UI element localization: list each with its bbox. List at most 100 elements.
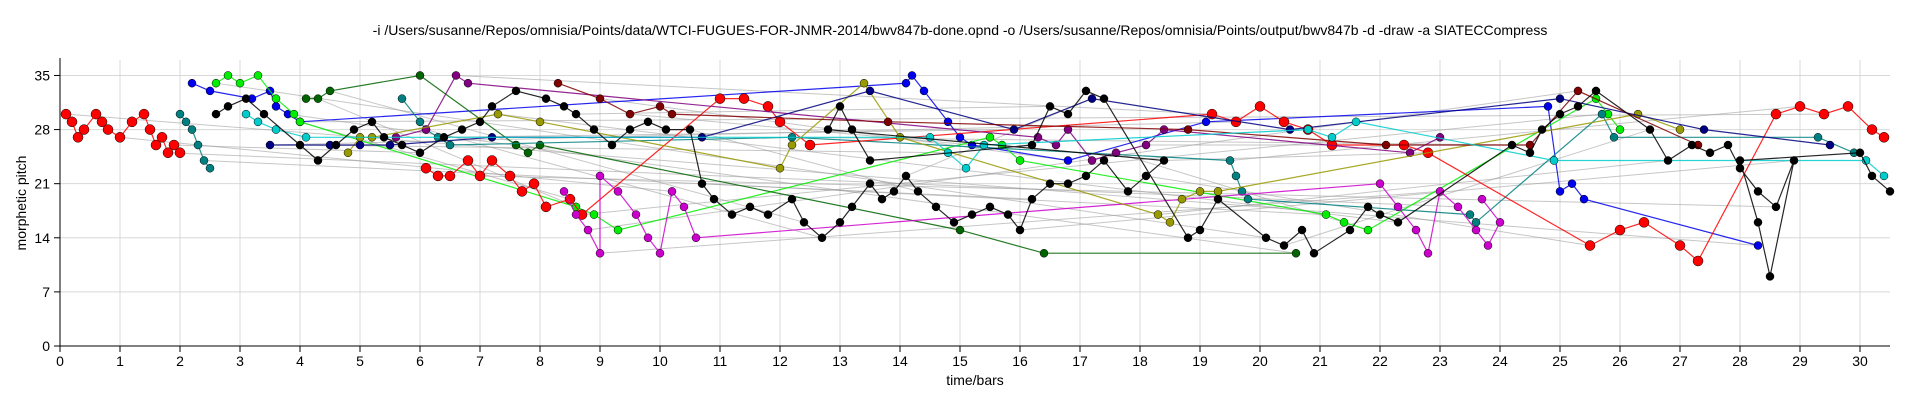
data-point <box>901 78 911 88</box>
data-point <box>1375 179 1385 188</box>
x-tick-label: 21 <box>1312 353 1328 369</box>
data-point <box>511 140 521 150</box>
data-point <box>271 102 281 111</box>
data-point <box>1878 132 1890 143</box>
data-point <box>1614 224 1626 236</box>
data-point <box>1153 210 1163 219</box>
x-tick-label: 2 <box>176 353 184 369</box>
data-point <box>474 170 486 182</box>
data-point <box>1291 248 1301 258</box>
data-point <box>1765 272 1775 281</box>
connector-line <box>1019 159 1795 231</box>
data-point <box>415 117 425 127</box>
data-point <box>1615 125 1625 134</box>
data-point <box>1549 156 1559 165</box>
data-point <box>271 125 281 134</box>
data-point <box>90 108 102 120</box>
data-point <box>865 86 875 96</box>
data-point <box>462 155 474 166</box>
data-point <box>1477 194 1487 204</box>
connector-line <box>443 129 1015 138</box>
data-point <box>1405 148 1415 158</box>
data-point <box>925 133 935 142</box>
data-point <box>1351 117 1361 127</box>
x-tick-label: 12 <box>772 353 788 369</box>
data-point <box>955 225 965 235</box>
data-point <box>1339 218 1349 227</box>
data-point <box>1309 248 1319 258</box>
data-point <box>325 86 335 96</box>
data-point <box>804 139 816 151</box>
data-point <box>1567 179 1577 188</box>
data-point <box>331 140 341 150</box>
data-point <box>175 109 185 119</box>
data-point <box>379 133 389 142</box>
data-point <box>697 179 707 188</box>
data-point <box>1867 171 1877 181</box>
x-tick-label: 28 <box>1732 353 1748 369</box>
connector-line <box>791 136 1513 146</box>
data-point <box>661 125 671 134</box>
x-tick-label: 19 <box>1192 353 1208 369</box>
data-point <box>595 248 605 258</box>
x-tick-label: 17 <box>1072 353 1088 369</box>
x-tick-label: 20 <box>1252 353 1268 369</box>
data-point <box>301 133 311 142</box>
series-line <box>347 82 1681 224</box>
data-point <box>397 140 407 150</box>
data-point <box>1723 140 1733 150</box>
data-point <box>504 170 516 182</box>
data-point <box>181 117 191 127</box>
data-point <box>313 156 323 165</box>
data-point <box>1081 171 1091 181</box>
x-tick-label: 25 <box>1552 353 1568 369</box>
x-tick-label: 0 <box>56 353 64 369</box>
data-point <box>1327 133 1337 142</box>
data-point <box>1471 225 1481 235</box>
data-point <box>727 210 737 219</box>
data-point <box>1789 156 1799 165</box>
data-point <box>415 71 425 80</box>
x-tick-label: 6 <box>416 353 424 369</box>
data-point <box>1885 187 1895 196</box>
data-point <box>655 102 665 111</box>
data-point <box>1159 156 1169 165</box>
data-point <box>1813 133 1823 142</box>
x-tick-label: 10 <box>652 353 668 369</box>
data-point <box>60 108 72 120</box>
data-point <box>1753 218 1763 227</box>
data-point <box>253 117 263 127</box>
data-point <box>823 125 833 134</box>
data-point <box>439 133 449 142</box>
series-line <box>557 82 1699 146</box>
data-point <box>1254 101 1266 112</box>
data-point <box>1345 225 1355 235</box>
data-point <box>865 156 875 165</box>
data-point <box>475 117 485 127</box>
data-point <box>1735 163 1745 173</box>
connector-line <box>629 113 973 146</box>
data-point <box>1411 225 1421 235</box>
data-point <box>144 124 156 135</box>
data-point <box>1165 218 1175 227</box>
data-point <box>223 102 233 111</box>
data-point <box>1735 156 1745 165</box>
data-point <box>655 248 665 258</box>
y-tick-label: 7 <box>42 284 50 300</box>
data-point <box>625 125 635 134</box>
data-point <box>1842 101 1854 112</box>
data-point <box>1770 108 1782 120</box>
data-point <box>96 116 108 128</box>
data-point <box>1278 116 1290 128</box>
x-tick-label: 18 <box>1132 353 1148 369</box>
data-point <box>943 117 953 127</box>
data-point <box>907 71 917 80</box>
connector-line <box>689 129 919 192</box>
data-point <box>613 225 623 235</box>
data-point <box>1111 148 1121 158</box>
data-point <box>114 132 126 143</box>
data-point <box>931 202 941 212</box>
x-tick-label: 1 <box>116 353 124 369</box>
data-point <box>774 116 786 128</box>
data-point <box>187 125 197 134</box>
